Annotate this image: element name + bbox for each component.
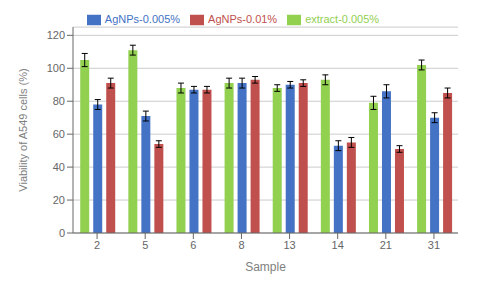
svg-text:14: 14 (332, 239, 344, 251)
svg-text:60: 60 (53, 128, 65, 140)
svg-text:31: 31 (428, 239, 440, 251)
svg-text:100: 100 (47, 62, 65, 74)
svg-text:6: 6 (190, 239, 196, 251)
html-text:extract-0.005%: extract-0.005% (305, 13, 380, 25)
svg-text:13: 13 (283, 239, 295, 251)
svg-text:8: 8 (238, 239, 244, 251)
svg-text:120: 120 (47, 29, 65, 41)
svg-text:Sample: Sample (245, 260, 286, 274)
svg-text:5: 5 (142, 239, 148, 251)
svg-text:Viability of A549 cells (%): Viability of A549 cells (%) (17, 68, 29, 191)
html-text:AgNPs-0.005%: AgNPs-0.005% (104, 13, 181, 25)
svg-text:40: 40 (53, 161, 65, 173)
svg-text:0: 0 (59, 227, 65, 239)
svg-text:21: 21 (380, 239, 392, 251)
svg-text:20: 20 (53, 194, 65, 206)
svg-text:2: 2 (94, 239, 100, 251)
svg-text:80: 80 (53, 95, 65, 107)
html-text:AgNPs-0.01%: AgNPs-0.01% (208, 13, 278, 25)
